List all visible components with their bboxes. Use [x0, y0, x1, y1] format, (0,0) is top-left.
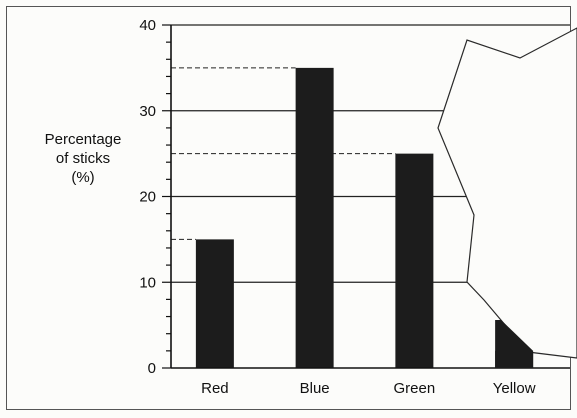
y-axis-label-line-1: Percentage — [44, 131, 122, 148]
y-tick-label: 30 — [139, 103, 156, 120]
y-axis-label: Percentage of sticks (%) — [18, 130, 148, 187]
x-tick-label-red: Red — [201, 380, 229, 397]
y-tick-label: 40 — [139, 17, 156, 34]
x-tick-label-yellow: Yellow — [493, 380, 536, 397]
x-tick-labels: Red Blue Green Yellow — [201, 380, 536, 397]
x-tick-label-blue: Blue — [300, 380, 330, 397]
x-tick-label-green: Green — [394, 380, 436, 397]
torn-edge-patch — [437, 27, 577, 359]
bar-blue — [295, 67, 334, 368]
bar-red — [195, 239, 234, 368]
y-axis-label-line-2: of sticks — [55, 150, 111, 167]
torn-paper-edge — [437, 27, 577, 368]
bar-yellow-visible-part — [495, 319, 534, 368]
y-tick-label: 0 — [148, 360, 156, 377]
value-guide-lines — [171, 67, 396, 240]
y-tick-label: 10 — [139, 274, 156, 291]
bar-green — [395, 153, 434, 368]
y-tick-label: 20 — [139, 189, 156, 206]
y-axis-label-line-3: (%) — [71, 169, 95, 186]
